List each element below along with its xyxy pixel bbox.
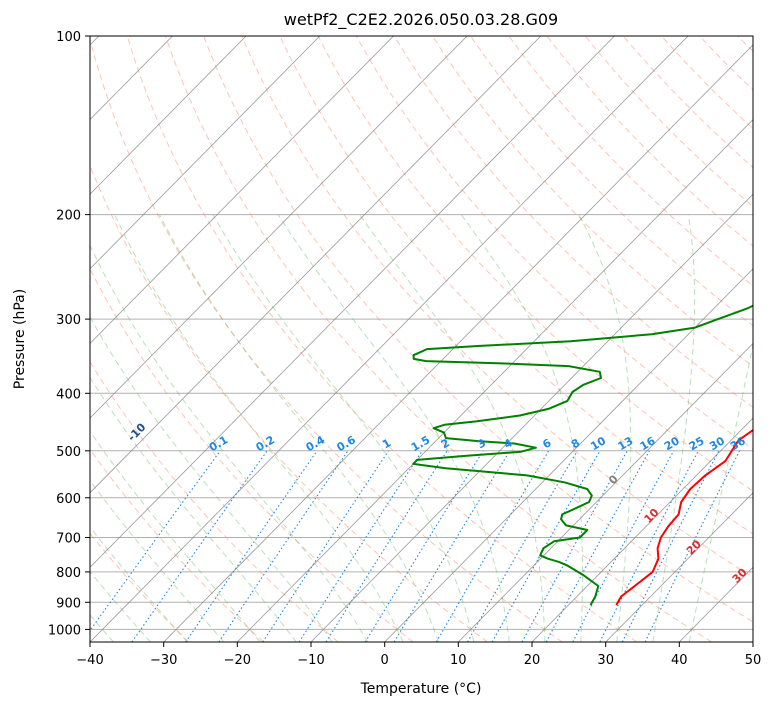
isotherm-line [752,641,753,642]
dry-adiabat-line [317,36,753,492]
isotherm-line [90,36,247,195]
x-axis-label: Temperature (°C) [360,681,482,697]
y-axis-ticks: 100 200 300 400 500 600 700 800 900 1000 [48,30,90,638]
dry-adiabat-line [90,267,414,642]
x-tick-label: 30 [597,653,614,668]
x-tick-label: 40 [671,653,688,668]
dry-adiabat-line [393,36,753,408]
dry-adiabat-line [355,36,753,450]
isotherm-line [90,36,394,345]
mixing-ratio-line [218,450,349,642]
y-tick-label: 600 [56,492,81,507]
isobar-lines [90,36,753,630]
mixing-ratio-line [185,450,318,642]
y-tick-label: 500 [56,445,81,460]
moist-adiabat-line [90,315,333,642]
moist-adiabat-line [359,214,546,642]
isotherm-line [163,44,753,642]
moist-adiabat-line [90,244,369,642]
sounding-profiles [412,304,753,606]
y-tick-label: 200 [56,209,81,224]
mixing-ratio-line [262,450,389,642]
x-tick-label: −10 [297,653,324,668]
y-tick-label: 300 [56,313,81,328]
mixing-ratio-line [90,450,221,632]
y-tick-label: 800 [56,566,81,581]
y-tick-label: 1000 [48,623,81,638]
moist-adiabat-lines [90,214,753,642]
dry-adiabat-line [241,36,753,579]
dry-adiabat-lines [90,36,753,642]
y-tick-label: 100 [56,30,81,45]
dry-adiabat-line [90,37,563,642]
isotherm-line [237,119,753,642]
moist-adiabat-line [212,214,475,642]
moist-adiabat-line [578,214,632,642]
isotherm-line [90,36,542,494]
y-axis-label: Pressure (hPa) [12,289,28,389]
moist-adiabat-line [90,430,261,642]
mixing-ratio-line [364,450,484,642]
mixing-ratio-line [621,450,720,642]
dry-adiabat-line [90,361,339,642]
x-tick-label: 20 [524,653,541,668]
moist-adiabat-line [460,214,583,642]
mixing-ratio-line [325,450,448,642]
x-tick-label: −40 [76,653,103,668]
x-tick-label: 0 [381,653,389,668]
isotherm-line [384,268,753,642]
dry-adiabat-line [508,36,753,287]
x-tick-label: 50 [745,653,762,668]
plot-frame [89,35,754,643]
dry-adiabat-line [470,36,753,327]
x-axis-ticks: −40 −30 −20 −10 0 10 20 30 40 50 [76,642,761,668]
plot-background [90,36,753,642]
chart-title: wetPf2_C2E2.2026.050.03.28.G09 [284,10,558,30]
y-tick-label: 900 [56,596,81,611]
x-tick-label: −30 [150,653,177,668]
dry-adiabat-line [90,448,264,642]
isotherm-line [605,492,753,642]
x-tick-label: 10 [450,653,467,668]
isotherm-line [90,36,321,270]
mixing-ratio-line [393,450,511,642]
isotherm-line [310,193,753,642]
isotherm-line [90,36,468,419]
dry-adiabat-line [203,36,753,623]
isotherm-line [90,36,689,642]
dry-adiabat-line [90,164,488,642]
dry-adiabat-line [432,36,753,367]
mixing-ratio-line [298,450,423,642]
moist-adiabat-line [90,376,297,642]
x-tick-label: −20 [224,653,251,668]
moist-adiabat-line [277,214,510,642]
mixing-ratio-line [572,450,675,642]
temperature-profile-line [615,428,753,606]
mixing-ratio-line [545,450,650,642]
isotherm-lines [90,36,753,642]
moist-adiabat-line [159,214,439,642]
moist-adiabat-line [114,214,404,642]
dry-adiabat-line [126,36,638,642]
moist-adiabat-line [652,214,696,642]
moist-adiabat-line [90,479,225,642]
mixing-ratio-line [644,450,741,642]
isotherm-line [531,417,753,642]
isotherm-line [90,36,615,568]
dewpoint-profile-line [412,304,753,606]
y-tick-label: 700 [56,532,81,547]
y-tick-label: 400 [56,387,81,402]
plot-area: 0.10.20.40.611.52346810131620253036-100-… [90,36,753,642]
dry-adiabat-line [165,36,712,642]
